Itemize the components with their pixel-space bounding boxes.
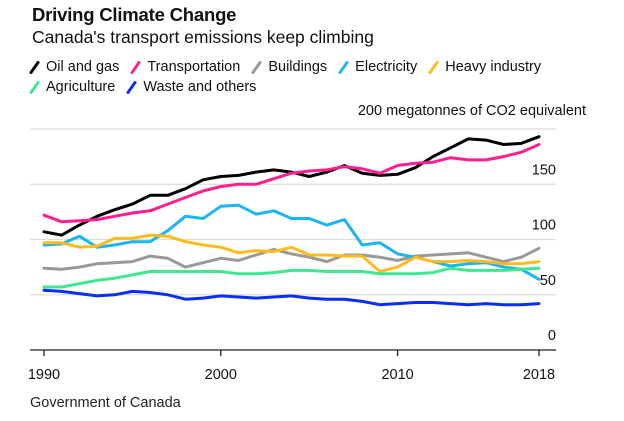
- x-tick-label-2010: 2010: [381, 367, 413, 383]
- series-line-heavy-industry: [42, 233, 541, 273]
- y-tick-label-50: 50: [540, 273, 556, 289]
- source-note: Government of Canada: [30, 395, 181, 411]
- series-line-transportation: [42, 143, 541, 224]
- series-line-oil-and-gas: [42, 135, 541, 237]
- y-tick-labels: 0 50 100 150: [532, 162, 556, 344]
- y-tick-label-150: 150: [532, 162, 556, 178]
- legend-item-oil-and-gas: Oil and gas: [28, 59, 119, 75]
- series-line-waste-and-others: [42, 288, 541, 307]
- legend-label: Buildings: [268, 59, 328, 75]
- legend-item-agriculture: Agriculture: [28, 79, 115, 95]
- legend-label: Transportation: [147, 59, 241, 75]
- series-line-electricity: [42, 203, 541, 281]
- legend-label: Electricity: [355, 59, 418, 75]
- legend: Oil and gas Transportation Buildings Ele…: [28, 57, 618, 97]
- legend-item-electricity: Electricity: [337, 59, 417, 75]
- legend-label: Waste and others: [143, 79, 257, 95]
- legend-item-transportation: Transportation: [129, 59, 240, 75]
- x-tick-label-2000: 2000: [205, 367, 237, 383]
- legend-row-1: Oil and gas Transportation Buildings Ele…: [28, 57, 618, 77]
- legend-label: Agriculture: [46, 79, 116, 95]
- legend-label: Heavy industry: [445, 59, 542, 75]
- y-tick-label-0: 0: [548, 328, 556, 344]
- legend-item-waste-and-others: Waste and others: [125, 79, 256, 95]
- legend-label: Oil and gas: [46, 59, 120, 75]
- chart-subtitle: Canada's transport emissions keep climbi…: [32, 27, 374, 47]
- y-tick-label-100: 100: [532, 218, 556, 234]
- x-tick-label-2018: 2018: [523, 367, 555, 383]
- series-line-buildings: [42, 246, 541, 271]
- y-axis-unit-label: 200 megatonnes of CO2 equivalent: [357, 103, 586, 119]
- x-tick-label-1990: 1990: [28, 367, 60, 383]
- series-lines: [42, 135, 541, 307]
- legend-row-2: Agriculture Waste and others: [28, 77, 618, 97]
- legend-item-buildings: Buildings: [250, 59, 327, 75]
- legend-item-heavy-industry: Heavy industry: [427, 59, 541, 75]
- series-line-agriculture: [42, 266, 541, 289]
- x-axis: 1990 2000 2010 2018: [28, 349, 556, 383]
- chart-title: Driving Climate Change: [32, 4, 237, 25]
